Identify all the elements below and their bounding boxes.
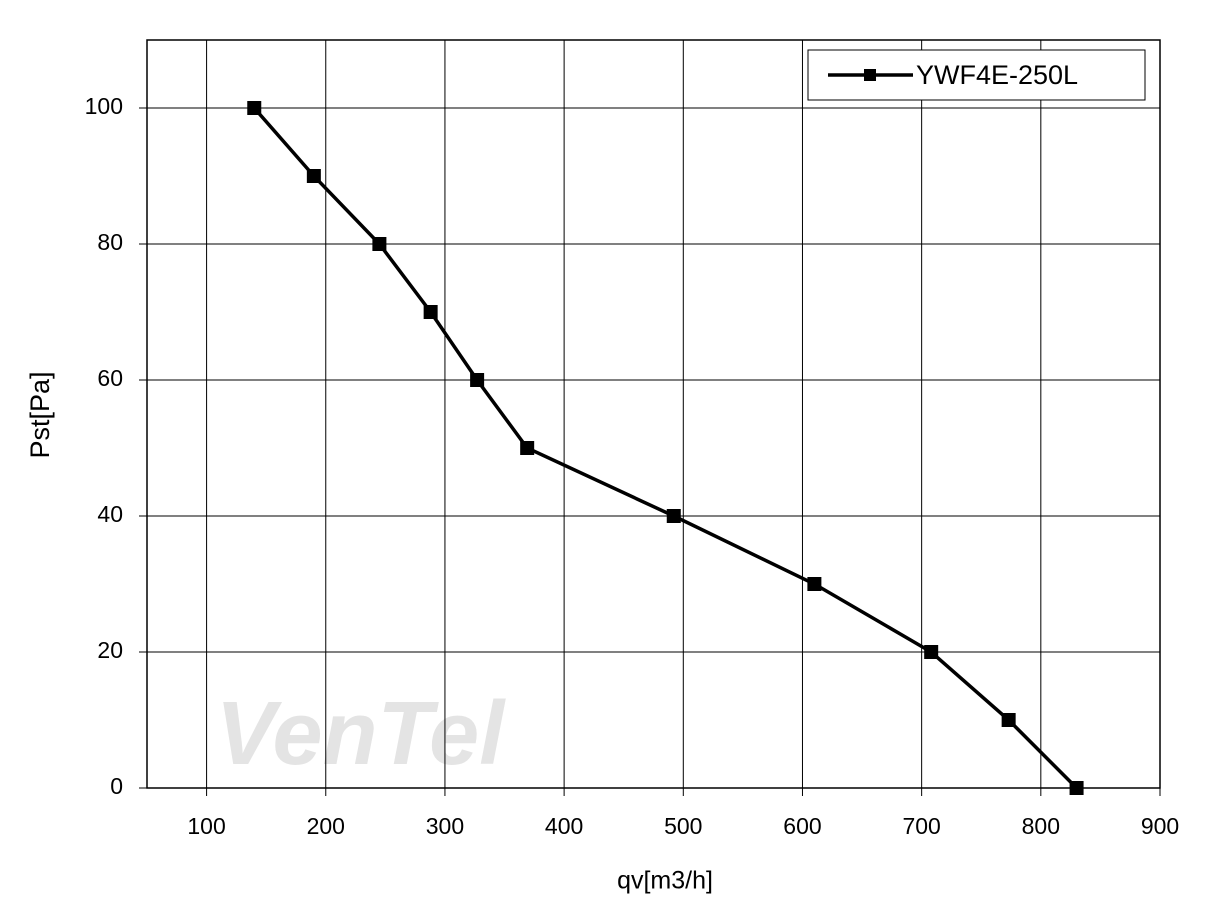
y-tick-label: 40 — [97, 501, 123, 527]
marker — [924, 645, 939, 659]
marker — [306, 169, 321, 183]
marker — [1001, 713, 1016, 727]
marker — [807, 577, 822, 591]
y-tick-label: 80 — [97, 229, 123, 255]
x-tick-label: 100 — [187, 813, 225, 839]
x-tick-label: 900 — [1141, 813, 1179, 839]
marker — [247, 101, 262, 115]
x-tick-label: 300 — [426, 813, 464, 839]
x-tick-label: 500 — [664, 813, 702, 839]
watermark: VenTel — [216, 684, 506, 784]
marker — [520, 441, 535, 455]
y-tick-label: 60 — [97, 365, 123, 391]
y-axis-label: Pst[Pa] — [25, 371, 55, 458]
x-tick-label: 200 — [307, 813, 345, 839]
marker — [666, 509, 681, 523]
x-axis-label: qv[m3/h] — [617, 867, 713, 895]
x-tick-label: 800 — [1022, 813, 1060, 839]
y-tick-label: 100 — [85, 93, 123, 119]
x-tick-label: 400 — [545, 813, 583, 839]
y-tick-label: 20 — [97, 637, 123, 663]
x-tick-label: 700 — [902, 813, 940, 839]
legend-marker — [864, 69, 876, 81]
plot-frame — [146, 39, 1161, 789]
y-tick-label: 0 — [110, 773, 123, 799]
marker — [470, 373, 485, 387]
marker — [372, 237, 387, 251]
x-tick-label: 600 — [783, 813, 821, 839]
marker — [1069, 781, 1084, 795]
marker — [423, 305, 438, 319]
legend-label: YWF4E-250L — [916, 60, 1078, 90]
